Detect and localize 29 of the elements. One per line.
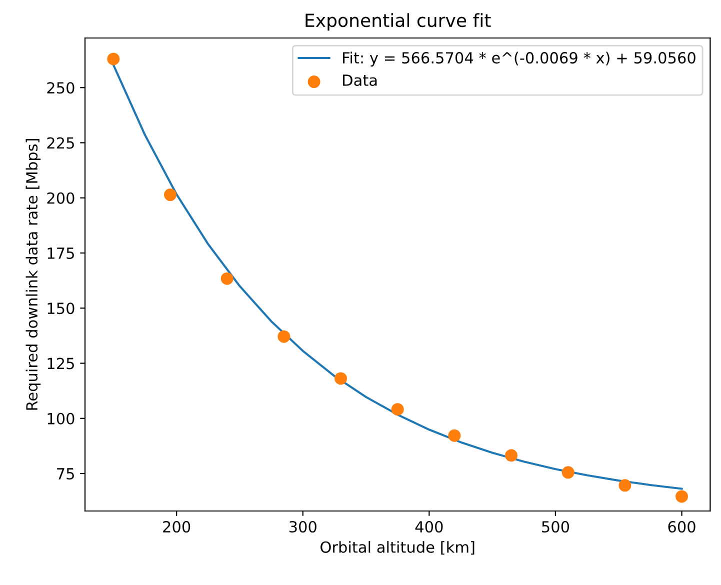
point <box>220 272 234 285</box>
point <box>278 330 290 343</box>
x-axis-title: Orbital altitude [km] <box>320 541 474 555</box>
y-tick-label: 225 <box>47 137 74 149</box>
y-tick-label: 250 <box>47 82 74 94</box>
y-tick-label: 175 <box>48 248 74 260</box>
point <box>505 449 518 462</box>
y-tick-label: 75 <box>57 468 74 480</box>
y-tick-label: 125 <box>48 358 74 370</box>
point <box>562 466 574 479</box>
point <box>164 188 177 202</box>
point <box>676 490 688 503</box>
legend-label: Fit: y = 566.5704 * e^(-0.0069 * x) + 59.0560 <box>343 52 696 67</box>
x-tick-label: 400 <box>415 520 443 533</box>
point <box>334 372 348 385</box>
x-tick-label: 600 <box>668 520 696 533</box>
y-tick-label: 100 <box>48 412 74 424</box>
legend-label: Data <box>343 74 377 86</box>
point <box>391 403 404 416</box>
y-tick-label: 200 <box>47 192 74 204</box>
point <box>107 52 120 66</box>
y-tick-label: 150 <box>48 302 74 314</box>
x-tick-label: 200 <box>163 520 190 533</box>
y-axis-title: Required downlink data rate [Mbps] <box>26 139 41 410</box>
x-tick-label: 500 <box>542 520 570 533</box>
x-tick-label: 300 <box>289 520 316 533</box>
point <box>448 429 461 442</box>
chart-title: Exponential curve fit <box>306 13 491 31</box>
point <box>618 479 632 492</box>
